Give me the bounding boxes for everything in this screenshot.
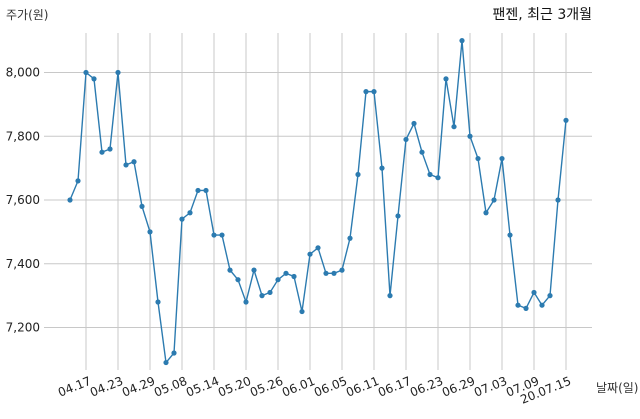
data-point: [371, 89, 377, 95]
data-point: [115, 69, 121, 76]
data-point: [539, 302, 545, 308]
data-point: [171, 350, 177, 356]
data-point: [347, 235, 353, 241]
data-point: [155, 299, 161, 305]
x-axis-title: 날짜(일): [596, 381, 638, 395]
data-point: [83, 69, 89, 76]
data-point: [251, 267, 257, 273]
data-point: [323, 270, 329, 276]
data-point: [435, 175, 441, 181]
data-point: [467, 133, 473, 139]
y-gridlines: [44, 72, 592, 328]
data-point: [531, 289, 537, 296]
data-point: [499, 155, 505, 162]
data-point: [243, 299, 249, 305]
data-point: [507, 232, 513, 238]
data-point: [227, 267, 233, 273]
data-point: [475, 155, 481, 162]
data-point: [259, 293, 265, 299]
data-point: [547, 293, 553, 299]
data-point: [203, 187, 209, 194]
data-point: [299, 308, 305, 315]
data-point: [235, 277, 241, 283]
data-point: [179, 216, 185, 222]
data-point: [419, 149, 425, 155]
data-point: [395, 213, 401, 219]
data-point: [147, 229, 153, 235]
data-point: [99, 149, 105, 155]
data-point: [459, 38, 465, 44]
data-point: [523, 305, 529, 311]
x-gridlines: [85, 33, 567, 370]
data-point: [107, 146, 113, 152]
data-point: [275, 277, 281, 283]
data-point: [187, 210, 193, 216]
data-point: [563, 117, 569, 123]
data-point: [411, 120, 417, 127]
data-point: [355, 171, 361, 178]
data-point: [379, 165, 385, 171]
data-point: [67, 197, 73, 203]
data-point: [331, 270, 337, 276]
data-point: [555, 197, 561, 203]
y-tick-label: 7,200: [6, 321, 40, 335]
x-tick-labels: 04.1704.2304.2905.0805.1405.2005.2606.01…: [56, 374, 573, 407]
price-series-line: [69, 40, 567, 365]
data-point: [123, 162, 129, 168]
data-point: [267, 289, 273, 296]
data-point: [195, 187, 201, 194]
y-tick-label: 7,600: [6, 193, 40, 207]
data-point: [283, 270, 289, 276]
y-tick-label: 7,400: [6, 257, 40, 271]
data-point: [443, 76, 449, 82]
data-point: [427, 171, 433, 178]
data-point: [139, 203, 145, 209]
data-point: [315, 245, 321, 251]
y-axis-title: 주가(원): [6, 8, 48, 22]
data-point: [131, 159, 137, 165]
data-point: [451, 124, 457, 130]
price-series-points: [67, 38, 569, 366]
data-point: [291, 273, 297, 280]
data-point: [307, 251, 313, 257]
data-point: [387, 293, 393, 299]
data-point: [219, 232, 225, 238]
data-point: [339, 267, 345, 273]
y-tick-labels: 7,200 7,400 7,600 7,800 8,000: [6, 66, 40, 335]
chart-title: 팬젠, 최근 3개월: [492, 7, 592, 23]
data-point: [91, 76, 97, 82]
data-point: [363, 89, 369, 95]
data-point: [211, 232, 217, 238]
data-point: [483, 210, 489, 216]
data-point: [403, 136, 409, 143]
data-point: [515, 302, 521, 308]
data-point: [163, 359, 169, 366]
data-point: [75, 178, 81, 184]
y-tick-label: 7,800: [6, 129, 40, 143]
data-point: [491, 197, 497, 203]
y-tick-label: 8,000: [6, 66, 40, 80]
